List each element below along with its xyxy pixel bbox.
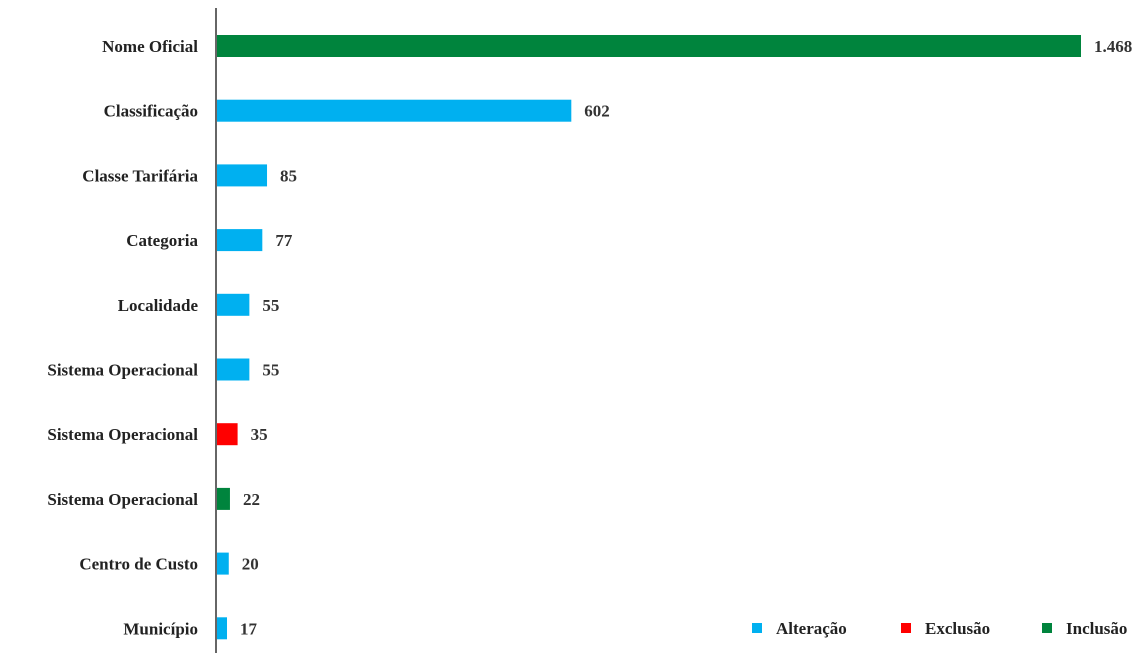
legend-swatch	[901, 623, 911, 633]
data-label: 20	[242, 555, 259, 574]
category-label: Sistema Operacional	[47, 490, 198, 509]
data-label: 55	[262, 296, 279, 315]
data-label: 17	[240, 619, 257, 638]
bar	[217, 487, 230, 510]
legend-swatch	[752, 623, 762, 633]
bar	[217, 229, 263, 252]
bars-group: Nome Oficial 1.468 Classificação 602 Classe …	[47, 35, 1132, 640]
category-label: Classificação	[104, 102, 198, 121]
bar	[217, 35, 1081, 57]
bar	[217, 423, 238, 446]
category-label: Nome Oficial	[102, 37, 198, 56]
bar	[217, 552, 229, 575]
bar	[217, 617, 228, 640]
legend-label: Alteração	[776, 619, 847, 638]
data-label: 1.468	[1094, 37, 1132, 56]
legend-label: Inclusão	[1066, 619, 1127, 638]
category-label: Município	[123, 619, 198, 638]
category-label: Categoria	[126, 231, 198, 250]
legend-swatch	[1042, 623, 1052, 633]
bar	[217, 358, 250, 381]
data-label: 35	[251, 425, 268, 444]
data-label: 77	[275, 231, 293, 250]
data-label: 85	[280, 166, 297, 185]
data-label: 55	[262, 361, 279, 380]
category-label: Classe Tarifária	[82, 166, 198, 185]
category-label: Centro de Custo	[79, 555, 198, 574]
category-label: Sistema Operacional	[47, 361, 198, 380]
legend-label: Exclusão	[925, 619, 990, 638]
chart-legend: Alteração Exclusão Inclusão	[752, 619, 1127, 638]
bar	[217, 164, 268, 187]
bar	[217, 293, 250, 316]
data-label: 22	[243, 490, 260, 509]
category-label: Localidade	[118, 296, 199, 315]
bar	[217, 99, 572, 122]
data-label: 602	[584, 102, 610, 121]
category-label: Sistema Operacional	[47, 425, 198, 444]
